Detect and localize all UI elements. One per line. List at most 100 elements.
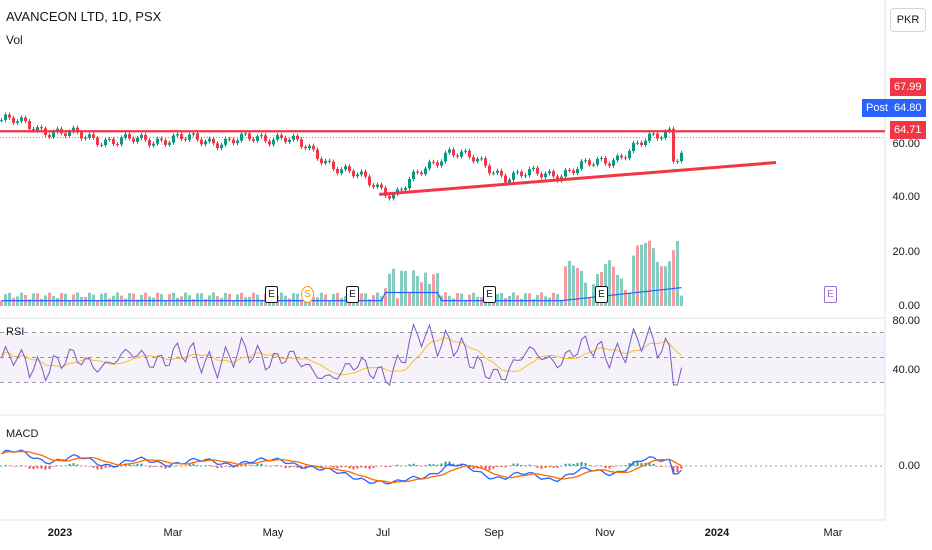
earnings-event-icon[interactable]: E bbox=[483, 286, 496, 303]
candle-body bbox=[196, 133, 199, 140]
volume-bar bbox=[604, 264, 607, 306]
macd-line bbox=[1, 449, 682, 485]
macd-histogram-bar bbox=[0, 466, 3, 467]
candle-body bbox=[356, 174, 359, 177]
volume-bar bbox=[664, 266, 667, 306]
candle-body bbox=[652, 133, 655, 135]
volume-bar bbox=[624, 289, 627, 306]
volume-bar bbox=[472, 292, 475, 306]
candle-body bbox=[444, 152, 447, 162]
volume-bar bbox=[564, 266, 567, 306]
candle-body bbox=[572, 170, 575, 174]
macd-histogram-bar bbox=[84, 466, 87, 467]
volume-bar bbox=[296, 293, 299, 306]
candle-body bbox=[452, 149, 455, 156]
rsi-ma-line bbox=[1, 337, 682, 376]
volume-bar bbox=[588, 297, 591, 306]
volume-bar bbox=[408, 291, 411, 306]
macd-histogram-bar bbox=[608, 466, 611, 469]
macd-histogram-bar bbox=[668, 466, 671, 467]
macd-histogram-bar bbox=[472, 466, 475, 469]
volume-bar bbox=[532, 299, 535, 306]
macd-histogram-bar bbox=[460, 464, 463, 466]
price-tag-post-value: 64.80 bbox=[890, 99, 926, 117]
volume-bar bbox=[436, 273, 439, 306]
volume-bar bbox=[316, 297, 319, 306]
volume-bar bbox=[552, 292, 555, 306]
candle-body bbox=[264, 135, 267, 142]
macd-histogram-bar bbox=[616, 465, 619, 467]
earnings-event-icon[interactable]: E bbox=[595, 286, 608, 303]
volume-bar bbox=[184, 292, 187, 306]
earnings-event-icon[interactable]: E bbox=[265, 286, 278, 303]
volume-bar bbox=[548, 297, 551, 306]
volume-bar bbox=[252, 292, 255, 306]
candle-body bbox=[232, 139, 235, 144]
split-event-icon[interactable]: S bbox=[301, 286, 314, 303]
x-label: Nov bbox=[595, 527, 615, 539]
volume-bar bbox=[504, 298, 507, 306]
volume-bar bbox=[196, 293, 199, 306]
candle-body bbox=[432, 161, 435, 163]
macd-histogram-bar bbox=[636, 461, 639, 466]
candle-body bbox=[384, 187, 387, 196]
volume-bar bbox=[388, 273, 391, 306]
macd-histogram-bar bbox=[592, 466, 595, 467]
macd-histogram-bar bbox=[388, 466, 391, 467]
macd-histogram-bar bbox=[40, 466, 43, 469]
volume-bar bbox=[260, 299, 263, 306]
candle-body bbox=[508, 179, 511, 183]
macd-histogram-bar bbox=[656, 466, 659, 467]
macd-histogram-bar bbox=[144, 465, 147, 467]
volume-bar bbox=[656, 262, 659, 306]
volume-bar bbox=[136, 299, 139, 306]
volume-bar bbox=[300, 299, 303, 306]
currency-button[interactable]: PKR bbox=[890, 8, 926, 32]
volume-bar bbox=[676, 240, 679, 306]
macd-histogram-bar bbox=[92, 466, 95, 468]
macd-histogram-bar bbox=[176, 465, 179, 466]
future-earnings-event-icon[interactable]: E bbox=[824, 286, 837, 303]
candle-body bbox=[36, 127, 39, 131]
macd-histogram-bar bbox=[76, 464, 79, 466]
candle-body bbox=[16, 121, 19, 123]
macd-histogram-bar bbox=[244, 464, 247, 466]
macd-histogram-bar bbox=[576, 463, 579, 466]
macd-histogram-bar bbox=[540, 466, 543, 469]
volume-bar bbox=[608, 260, 611, 306]
candle-body bbox=[288, 139, 291, 142]
volume-bar bbox=[364, 293, 367, 306]
earnings-event-icon[interactable]: E bbox=[346, 286, 359, 303]
volume-bar bbox=[424, 272, 427, 306]
candle-body bbox=[680, 152, 683, 162]
price-tick-40: 40.00 bbox=[892, 191, 920, 203]
candle-body bbox=[588, 160, 591, 165]
volume-bar bbox=[240, 292, 243, 306]
macd-histogram-bar bbox=[24, 466, 27, 467]
candle-body bbox=[176, 134, 179, 136]
macd-histogram-bar bbox=[292, 466, 295, 467]
macd-histogram-bar bbox=[4, 464, 7, 466]
candle-body bbox=[292, 135, 295, 140]
candle-body bbox=[484, 158, 487, 166]
candle-body bbox=[40, 127, 43, 129]
macd-histogram-bar bbox=[324, 466, 327, 467]
volume-bar bbox=[164, 300, 167, 306]
candle-body bbox=[168, 142, 171, 145]
candle-body bbox=[84, 137, 87, 139]
volume-bar bbox=[632, 255, 635, 306]
candle-body bbox=[504, 175, 507, 183]
volume-bar bbox=[156, 292, 159, 306]
candle-body bbox=[392, 194, 395, 199]
candle-body bbox=[148, 139, 151, 146]
candle-body bbox=[472, 157, 475, 162]
volume-bar bbox=[568, 260, 571, 306]
candle-body bbox=[416, 171, 419, 173]
macd-histogram-bar bbox=[384, 466, 387, 468]
volume-bar bbox=[128, 293, 131, 306]
volume-bar bbox=[320, 292, 323, 306]
volume-bar bbox=[16, 296, 19, 306]
macd-histogram-bar bbox=[188, 463, 191, 466]
volume-bar bbox=[584, 282, 587, 306]
